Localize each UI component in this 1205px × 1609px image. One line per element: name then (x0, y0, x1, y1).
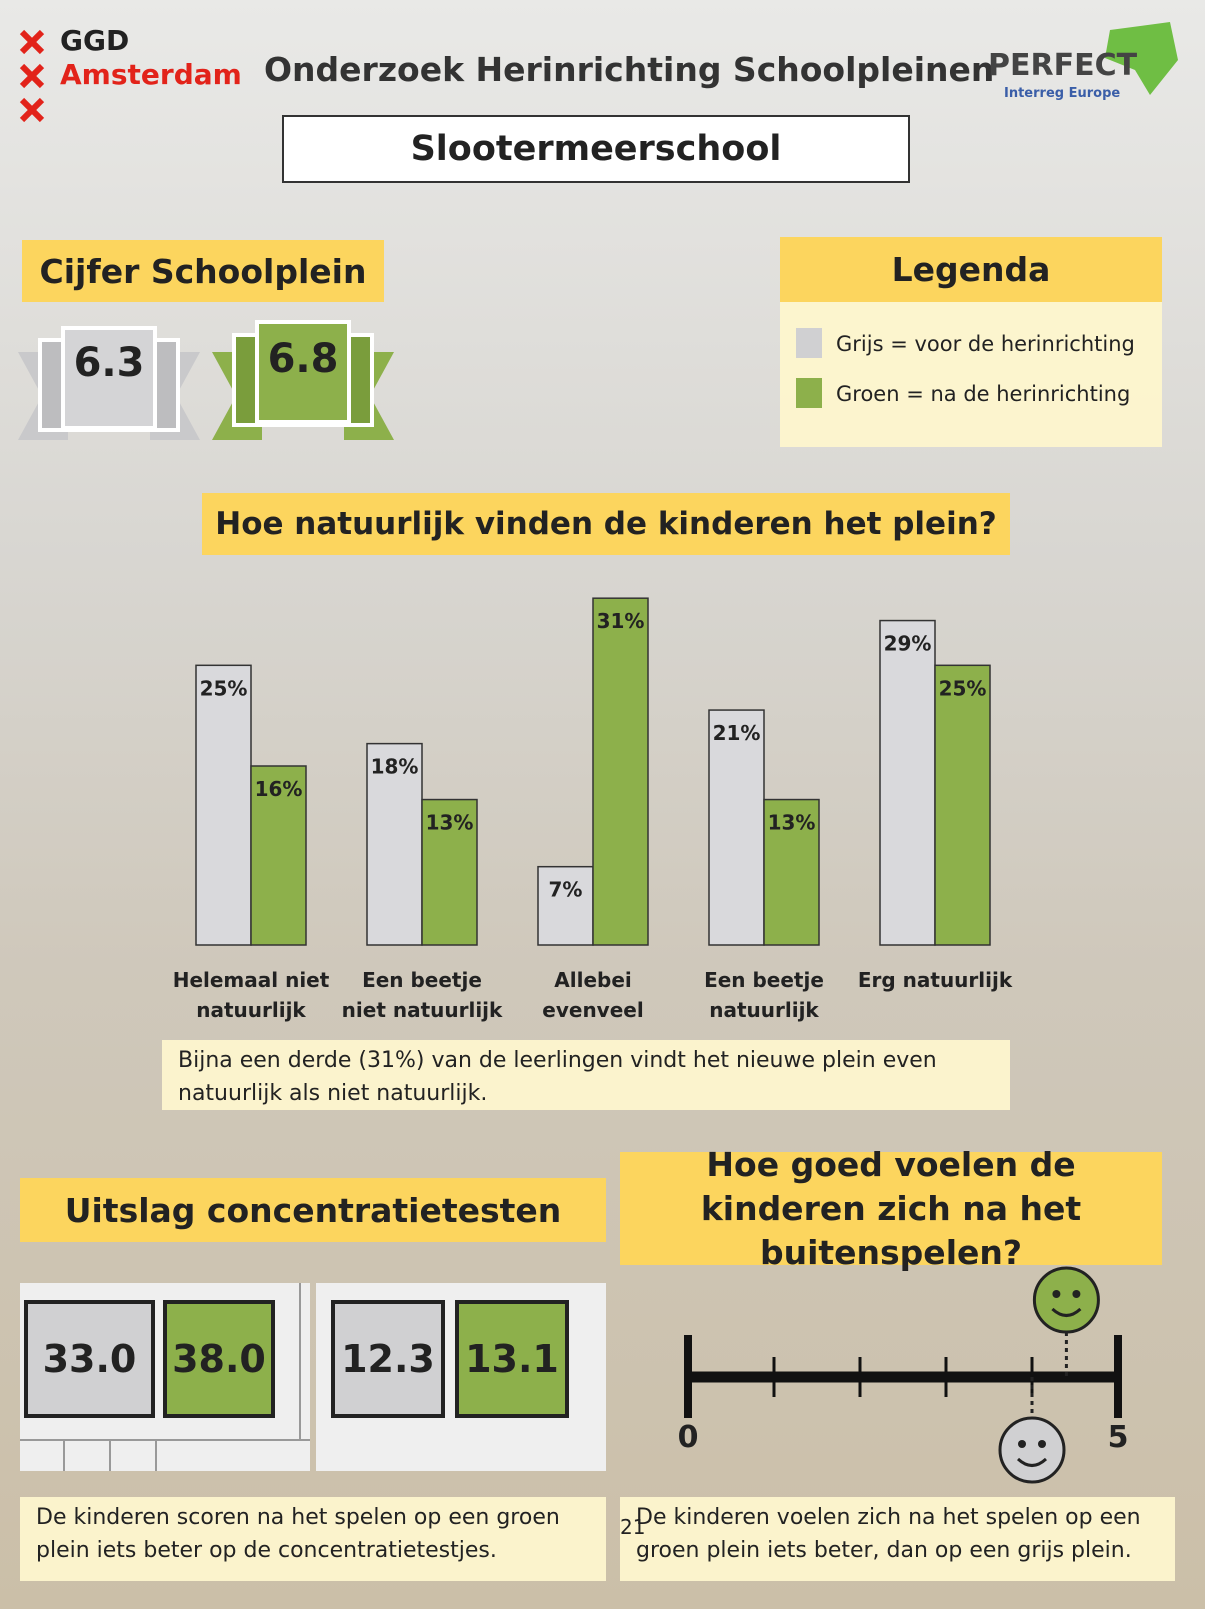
value-label: 31% (597, 609, 645, 633)
logo-text: Amsterdam (60, 58, 242, 91)
bar (250, 765, 307, 946)
ribbon-before (18, 326, 200, 440)
score-after: 38.0 (163, 1300, 275, 1418)
smiley-mouth (1016, 1457, 1048, 1467)
partner-sub: Interreg Europe (1004, 86, 1121, 101)
score-before: 12.3 (331, 1300, 445, 1418)
bar (421, 798, 478, 946)
bar (592, 597, 649, 946)
smiley (1032, 1266, 1100, 1377)
page-title: Onderzoek Herinrichting Schoolpleinen (264, 50, 995, 89)
bar (537, 865, 594, 946)
grades-title: Cijfer Schoolplein (22, 240, 384, 302)
smiley-face (998, 1416, 1066, 1484)
legend-swatch (796, 328, 822, 358)
value-label: 18% (371, 755, 419, 779)
page-number: 21 (620, 1515, 646, 1539)
grade-after: 6.8 (267, 336, 339, 382)
bar (708, 709, 765, 946)
bar (934, 664, 991, 946)
bar (195, 664, 252, 946)
wellbeing-title: Hoe goed voelen de kinderen zich na het … (620, 1145, 1162, 1272)
legend-label: Groen = na de herinrichting (836, 382, 1131, 406)
value-label: 29% (884, 632, 932, 656)
chart-note: Bijna een derde (31%) van de leerlingen … (162, 1040, 1010, 1110)
bar (879, 619, 936, 946)
legend-title: Legenda (780, 237, 1162, 302)
concentration-title: Uitslag concentratietesten (20, 1178, 606, 1242)
value-label: 25% (939, 676, 987, 700)
value-label: 13% (426, 811, 474, 835)
value-label: 7% (549, 878, 583, 902)
smiley-eye (1052, 1290, 1061, 1298)
smiley-eye (1072, 1290, 1081, 1298)
x-tick-label: Allebei evenveel (542, 968, 644, 1022)
smiley-mouth (1051, 1307, 1082, 1317)
logo-text: GGD (60, 24, 130, 57)
partner-logo-shape (1105, 22, 1178, 95)
value-label: 13% (768, 811, 816, 835)
value-label: 25% (200, 676, 248, 700)
x-tick-label: Helemaal niet natuurlijk (172, 968, 330, 1022)
wellbeing-note: De kinderen voelen zich na het spelen op… (620, 1497, 1175, 1581)
test-image-grid (20, 1283, 310, 1471)
value-label: 16% (255, 777, 303, 801)
scale-label: 5 (1108, 1420, 1129, 1455)
partner-logo: PERFECT (988, 48, 1138, 83)
concentration-note: De kinderen scoren na het spelen op een … (20, 1497, 606, 1581)
smiley-face (1032, 1266, 1100, 1334)
legend-swatch (796, 378, 822, 408)
score-before: 33.0 (24, 1300, 155, 1418)
value-label: 21% (713, 721, 761, 745)
school-name: Slootermeerschool (282, 115, 910, 183)
grade-before: 6.3 (73, 340, 145, 386)
smiley-eye (1038, 1440, 1046, 1448)
bar (763, 798, 820, 946)
chart-title: Hoe natuurlijk vinden de kinderen het pl… (202, 493, 1010, 555)
legend-label: Grijs = voor de herinrichting (836, 332, 1135, 356)
x-tick-label: Erg natuurlijk (857, 968, 1013, 992)
x-tick-label: Een beetje natuurlijk (704, 968, 824, 1022)
logo-crosses (19, 29, 45, 123)
score-after: 13.1 (455, 1300, 569, 1418)
smiley-eye (1018, 1440, 1026, 1448)
bar (366, 742, 423, 946)
smiley (998, 1377, 1066, 1484)
x-tick-label: Een beetje niet natuurlijk (341, 968, 503, 1022)
ribbon-after (212, 320, 394, 440)
scale-label: 0 (678, 1420, 699, 1455)
